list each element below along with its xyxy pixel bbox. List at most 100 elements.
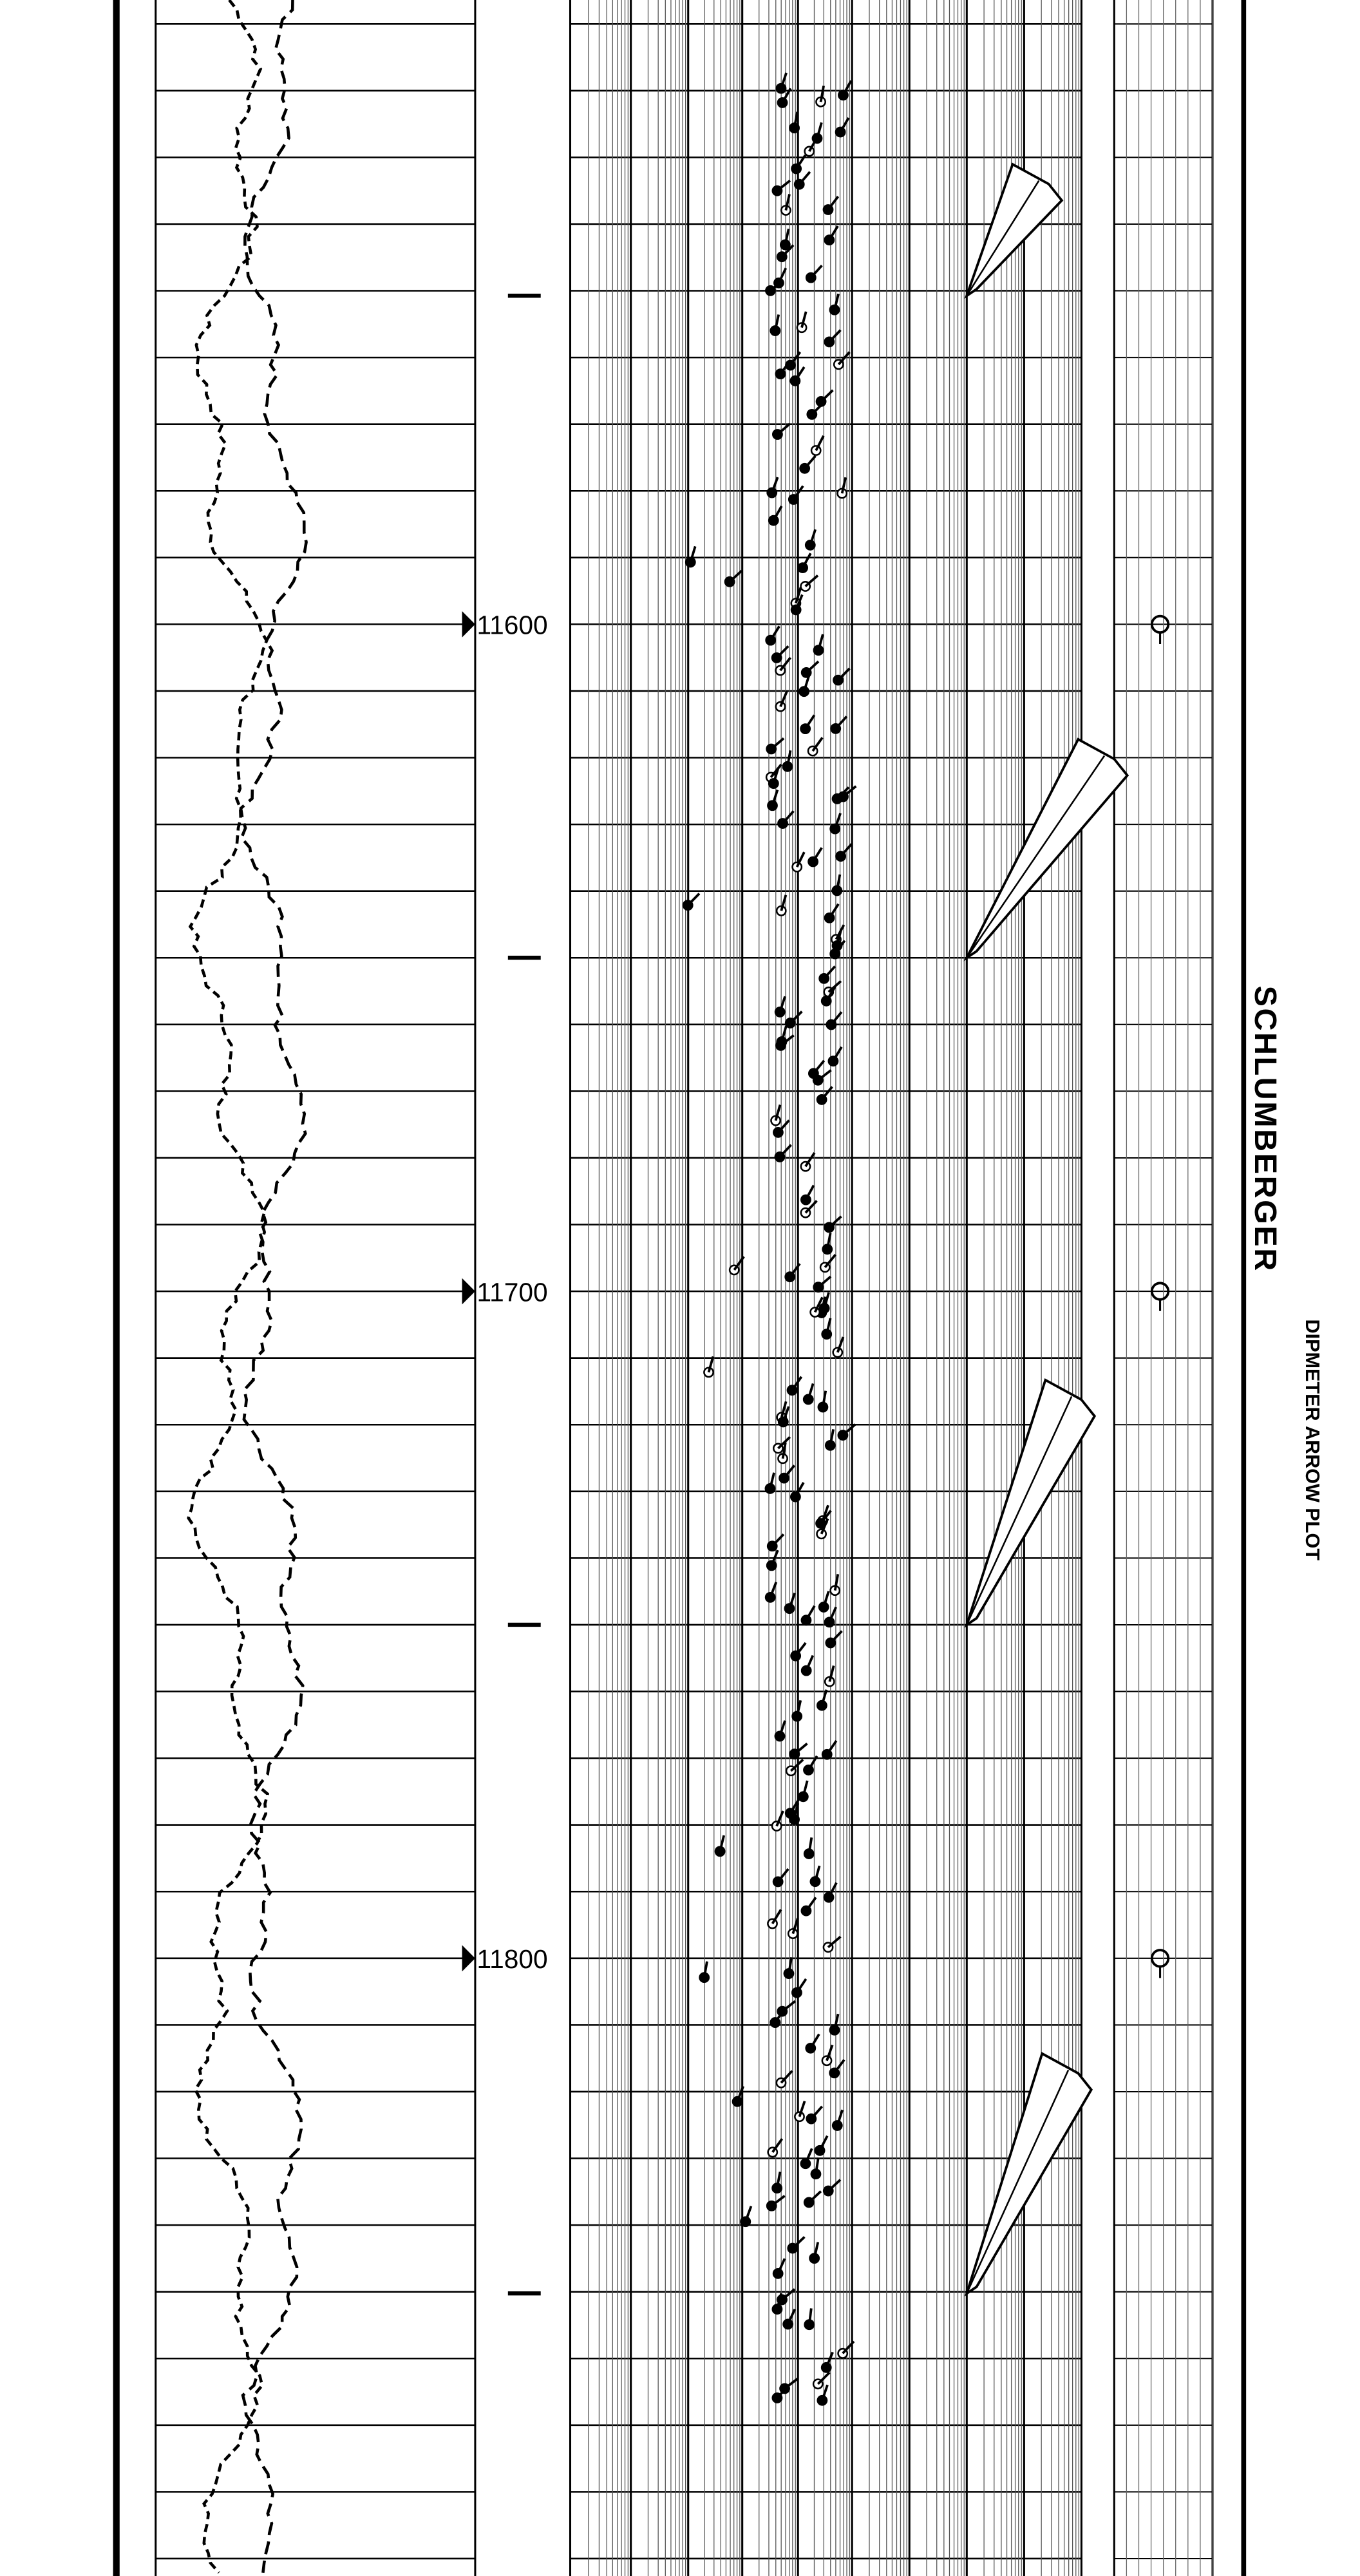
dip-tail [772,506,783,522]
dip-tail [811,737,824,752]
dip-tail [794,1482,805,1498]
depth-label: 11700 [477,1277,547,1307]
dip-tail [795,587,802,604]
dip-tail [791,1376,803,1391]
dip-tail [795,1642,807,1657]
dip-tail [779,690,788,707]
dip-tail [800,311,808,328]
dip-tail [834,940,846,955]
dip-tail [780,895,788,911]
dip-tail [776,2293,783,2310]
dip-tail [770,737,785,750]
dip-tail [777,422,791,435]
dip-tail [791,2236,806,2249]
dip-tail [789,1798,800,1814]
marks: 11600 11700 11800 [187,0,1170,2574]
dip-tail [805,1654,815,1671]
dip-tail [794,366,806,382]
dip-tail [744,2206,753,2222]
dip-tail [771,1909,782,1924]
dip-tail [789,1010,803,1024]
dip-tail [779,1144,792,1158]
grid [155,0,1214,2576]
dip-tail [780,2070,793,2084]
dip-tail [805,1897,817,1912]
dip-tail [771,789,779,806]
dip-tail [828,329,842,343]
dip-tail [842,2340,855,2354]
dip-tail [836,929,842,946]
dip-tail [812,1059,826,1075]
dip-tail [771,2138,784,2153]
company-name: SCHLUMBERGER [1248,986,1283,1273]
dip-tail [804,1151,816,1168]
dip-tail [707,1356,715,1373]
dip-tail [823,965,836,980]
dip-tail [782,810,795,824]
dip-tail [828,225,839,241]
dip-tail [805,1605,816,1621]
summary-arrow [964,162,1064,299]
dip-tail [836,2109,844,2126]
dip-tail [776,179,791,192]
dip-tail [804,2148,813,2164]
dip-tail [826,2044,834,2061]
dip-tail [837,351,851,366]
dip-tail [771,1533,785,1548]
dip-tail [833,1574,840,1591]
summary-arrow [964,1378,1097,1628]
dip-tail [819,85,826,102]
dip-tail [805,660,820,674]
dip-tail [835,874,842,891]
dip-point [800,1665,812,1676]
dip-tail [795,1978,808,1994]
dip-tail [770,625,780,641]
dip-tail [821,2384,829,2401]
dip-tail [779,656,791,672]
dip-tail [773,314,780,331]
dip-point [784,1603,795,1615]
dip-tail [770,279,784,292]
dip-tail [779,1720,786,1737]
dip-tail [822,1390,827,1408]
dip-tail [728,569,743,583]
dip-tail [770,1549,779,1566]
summary-arrow-line [966,755,1106,958]
dip-tail [811,402,825,415]
dip-point [810,445,822,456]
dip-tail [793,1803,800,1820]
dip-tail [788,1593,796,1609]
depth-arrow [462,1278,475,1305]
dip-tail [780,1401,788,1418]
dip-tail [808,2190,822,2204]
dip-tail [816,122,823,139]
dip-tail [802,1780,809,1797]
dip-tail [804,714,816,730]
dip-tail [824,1253,836,1269]
dip-tail [804,455,817,469]
dip-tail [777,1119,790,1133]
dip-tail [793,1742,808,1756]
dip-tail [810,2105,824,2120]
dip-tail [827,195,840,211]
dip-tail [772,767,780,784]
dip-tail [703,1961,708,1978]
dip-tail [783,1464,796,1479]
dip-tail [792,485,804,500]
dip-tail [827,1935,842,1949]
dip-tail [828,1606,837,1623]
dip-tail [782,1406,790,1423]
dip-tail [779,996,786,1013]
dip-tail [817,1275,832,1289]
dip-tail [780,72,788,89]
dip-tail [828,1665,835,1682]
dip-point [703,1367,714,1378]
dip-tail [818,2135,829,2152]
dip-tail [809,2033,820,2049]
dip-tail [689,545,697,563]
dip-tail [829,1429,835,1446]
dip-tail [826,1739,838,1756]
dip-tail [795,154,807,170]
dip-tail [820,1086,833,1101]
